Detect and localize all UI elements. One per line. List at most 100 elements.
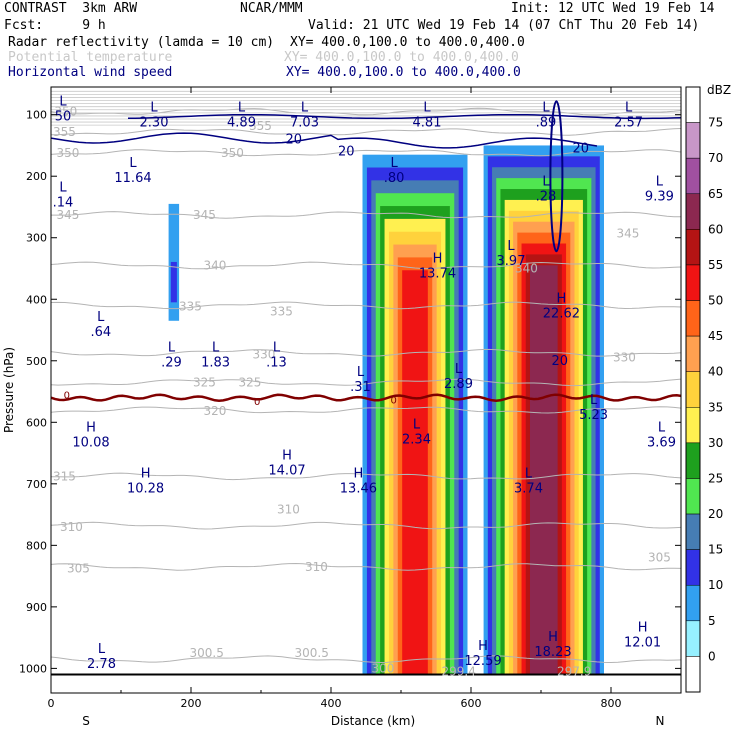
- extremum-value-label: .89: [536, 116, 557, 131]
- y-tick-label: 200: [26, 170, 47, 183]
- colorbar-swatch: [685, 478, 701, 515]
- theta-contour-label: 310: [277, 503, 300, 517]
- colorbar-level-label: 55: [708, 258, 723, 272]
- extremum-type-label: L: [129, 156, 137, 171]
- field3-name: Horizontal wind speed: [8, 65, 173, 80]
- theta-contour-label: 320: [204, 404, 227, 418]
- colorbar-swatch: [685, 584, 701, 622]
- colorbar-swatch: [685, 157, 701, 195]
- theta-contour: [51, 107, 681, 116]
- colorbar-swatch: [685, 229, 701, 266]
- field2-xy: XY= 400.0,100.0 to 400.0,400.0: [284, 50, 519, 65]
- theta-contour-label: 350: [221, 146, 244, 160]
- theta-contour-label: 305: [648, 551, 671, 565]
- y-tick-label: 300: [26, 232, 47, 245]
- extremum-type-label: L: [301, 101, 309, 116]
- extremum-value-label: .64: [90, 325, 111, 340]
- extremum-type-label: L: [542, 175, 550, 190]
- extremum-type-label: H: [282, 448, 292, 463]
- theta-contour-label: 300: [372, 661, 395, 675]
- extremum-value-label: 2.89: [444, 377, 473, 392]
- extremum-type-label: L: [455, 362, 463, 377]
- extremum-type-label: H: [638, 621, 648, 636]
- colorbar-level-label: 25: [708, 471, 723, 485]
- theta-contour: [51, 211, 681, 219]
- field3-xy: XY= 400.0,100.0 to 400.0,400.0: [286, 65, 521, 80]
- extremum-type-label: L: [150, 101, 158, 116]
- theta-contour: [51, 521, 681, 530]
- reflectivity-band: [170, 261, 177, 303]
- wind-contour-jet: [549, 100, 564, 253]
- colorbar-swatch: [685, 300, 701, 337]
- extremum-value-label: .14: [53, 196, 74, 211]
- colorbar-swatch: [685, 656, 701, 693]
- x-axis-title: Distance (km): [331, 714, 415, 728]
- theta-contour: [51, 655, 681, 664]
- theta-contour-label: 350: [54, 105, 77, 119]
- extremum-value-label: .28: [536, 190, 557, 205]
- theta-contour-label: 297.9: [557, 664, 591, 678]
- extremum-type-label: L: [59, 181, 67, 196]
- extremum-value-label: 3.69: [647, 436, 676, 451]
- field1-name: Radar reflectivity (lamda = 10 cm): [8, 35, 275, 50]
- x-tick-label: 600: [461, 697, 482, 710]
- theta-contour: [51, 261, 681, 270]
- extremum-value-label: 10.08: [72, 436, 109, 451]
- freezing-level-label: 0: [64, 391, 70, 402]
- extremum-type-label: H: [141, 467, 151, 482]
- extremum-value-label: 2.34: [402, 433, 431, 448]
- colorbar-swatch: [685, 193, 701, 230]
- extremum-value-label: .31: [350, 380, 371, 395]
- theta-contour-label: 325: [193, 375, 216, 389]
- colorbar-swatch: [685, 122, 701, 159]
- colorbar-level-label: 45: [708, 329, 723, 343]
- colorbar-level-label: 30: [708, 436, 723, 450]
- theta-contour: [51, 562, 681, 571]
- theta-contour: [51, 128, 681, 136]
- colorbar-frame: [685, 86, 701, 693]
- extremum-value-label: 9.39: [645, 190, 674, 205]
- colorbar-swatch: [685, 335, 701, 372]
- extremum-value-label: 12.59: [464, 654, 501, 669]
- extremum-type-label: L: [423, 101, 431, 116]
- extremum-value-label: .13: [266, 356, 287, 371]
- y-axis-title: Pressure (hPa): [2, 347, 16, 433]
- wind-contour-label: 20: [338, 145, 355, 160]
- field1-xy: XY= 400.0,100.0 to 400.0,400.0: [290, 35, 525, 50]
- extremum-type-label: L: [525, 467, 533, 482]
- theta-contour: [51, 406, 681, 414]
- colorbar-level-label: 65: [708, 187, 723, 201]
- y-tick-label: 700: [26, 478, 47, 491]
- extremum-value-label: .29: [161, 356, 182, 371]
- colorbar-level-label: 35: [708, 400, 723, 414]
- extremum-value-label: 3.97: [497, 254, 526, 269]
- theta-contour-label: 310: [305, 560, 328, 574]
- theta-contour-label: 355: [53, 125, 76, 139]
- theta-contour-label: 340: [204, 258, 227, 272]
- header-source: NCAR/MMM: [240, 1, 303, 16]
- x-tick-label: 200: [181, 697, 202, 710]
- extremum-value-label: 13.46: [340, 482, 377, 497]
- extremum-value-label: 4.81: [413, 116, 442, 131]
- y-tick-label: 500: [26, 355, 47, 368]
- x-end-label-north: N: [656, 714, 665, 728]
- x-tick-label: 400: [321, 697, 342, 710]
- colorbar-level-label: 15: [708, 543, 723, 557]
- extremum-value-label: 2.30: [140, 116, 169, 131]
- extremum-type-label: L: [413, 418, 421, 433]
- colorbar-level-label: 0: [708, 649, 716, 663]
- theta-contour-label: 345: [193, 208, 216, 222]
- extremum-type-label: L: [212, 341, 220, 356]
- extremum-type-label: L: [625, 101, 633, 116]
- field2-name: Potential temperature: [8, 50, 173, 65]
- y-tick-label: 1000: [19, 662, 47, 675]
- theta-contour-label: 299.4: [442, 664, 476, 678]
- extremum-value-label: 2.57: [614, 116, 643, 131]
- theta-contour-label: 300.5: [295, 646, 329, 660]
- extremum-value-label: 13.74: [419, 266, 456, 281]
- extremum-value-label: 50: [55, 110, 72, 125]
- header-title: CONTRAST 3km ARW: [4, 1, 138, 16]
- x-tick-label: 800: [601, 697, 622, 710]
- wind-contour-label: 20: [552, 354, 569, 369]
